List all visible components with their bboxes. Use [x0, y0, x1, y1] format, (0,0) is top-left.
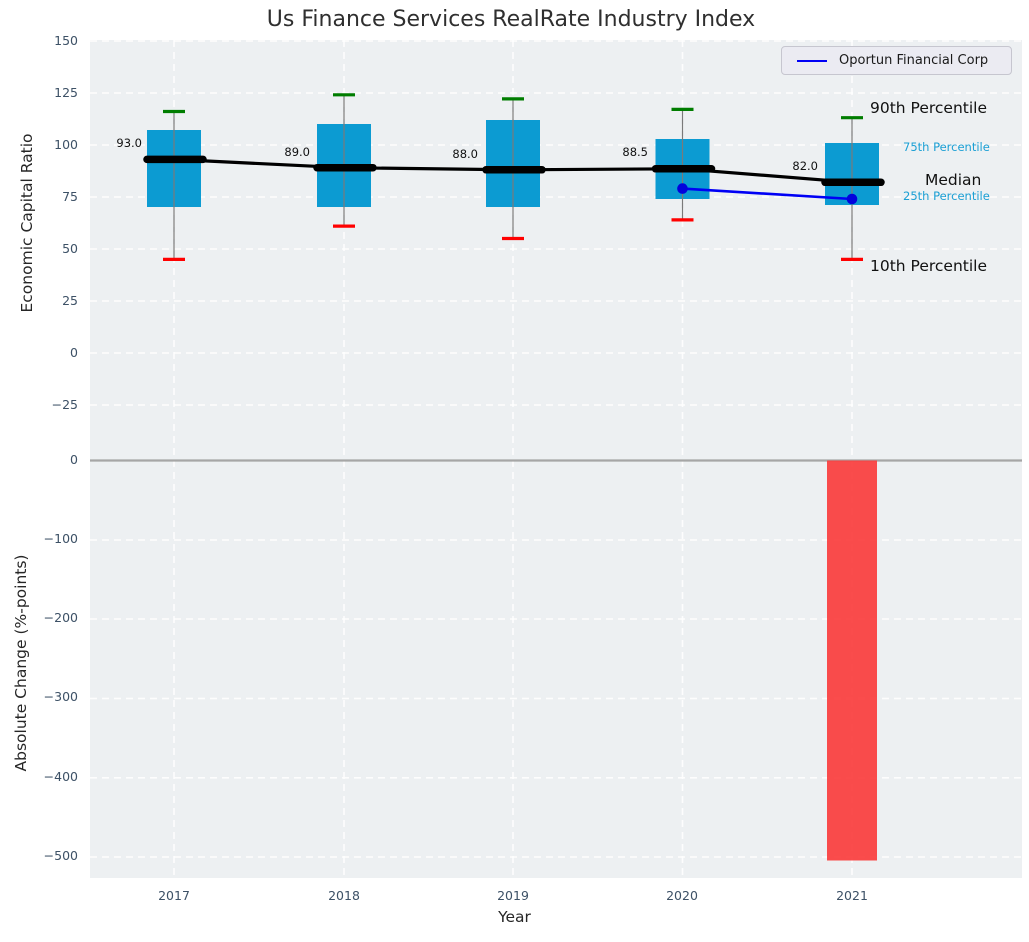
median-value-2020: 88.5 — [622, 145, 648, 159]
xtick-2018: 2018 — [328, 888, 360, 903]
annotation-75th-percentile: 75th Percentile — [903, 140, 990, 154]
y-axis-label-bottom: Absolute Change (%-points) — [12, 554, 30, 772]
ytick-neg25: −25 — [51, 397, 78, 412]
annotation-10th-percentile: 10th Percentile — [870, 257, 988, 275]
legend: Oportun Financial Corp — [781, 46, 1012, 75]
chart-title: Us Finance Services RealRate Industry In… — [266, 7, 756, 32]
bottom-horizontal-gridlines — [90, 539, 1022, 858]
ytick2-neg300: −300 — [43, 689, 78, 704]
median-value-2017: 93.0 — [116, 136, 142, 150]
ytick2-0: 0 — [70, 452, 78, 467]
median-segments — [143, 155, 885, 187]
ytick-50: 50 — [62, 241, 78, 256]
xtick-2017: 2017 — [158, 888, 190, 903]
ytick2-neg400: −400 — [43, 769, 78, 784]
chart-canvas — [90, 40, 1022, 878]
company-point-2020 — [677, 183, 688, 194]
xtick-2021: 2021 — [836, 888, 868, 903]
xtick-2020: 2020 — [666, 888, 698, 903]
ytick-0: 0 — [70, 345, 78, 360]
ytick-100: 100 — [54, 137, 78, 152]
company-point-2021 — [846, 193, 858, 205]
ytick-75: 75 — [62, 189, 78, 204]
p10-caps — [163, 218, 863, 261]
ytick2-neg100: −100 — [43, 531, 78, 546]
ytick-125: 125 — [54, 85, 78, 100]
y-axis-label-top: Economic Capital Ratio — [18, 133, 36, 313]
p90-caps — [163, 93, 863, 120]
median-value-2019: 88.0 — [452, 147, 478, 161]
annotation-25th-percentile: 25th Percentile — [903, 189, 990, 203]
ytick-150: 150 — [54, 33, 78, 48]
xtick-2019: 2019 — [497, 888, 529, 903]
whisker-stems — [173, 94, 853, 260]
annotation-90th-percentile: 90th Percentile — [870, 99, 988, 117]
annotation-median: Median — [925, 171, 982, 189]
company-line — [677, 183, 858, 205]
ytick2-neg500: −500 — [43, 848, 78, 863]
median-value-2018: 89.0 — [284, 145, 310, 159]
ytick-25: 25 — [62, 293, 78, 308]
ytick2-neg200: −200 — [43, 610, 78, 625]
legend-label: Oportun Financial Corp — [839, 53, 989, 68]
x-axis-label: Year — [498, 908, 531, 926]
change-bar-2021 — [827, 460, 877, 861]
median-value-2021: 82.0 — [792, 159, 818, 173]
legend-line-icon — [797, 59, 827, 62]
top-horizontal-gridlines — [90, 40, 1022, 406]
